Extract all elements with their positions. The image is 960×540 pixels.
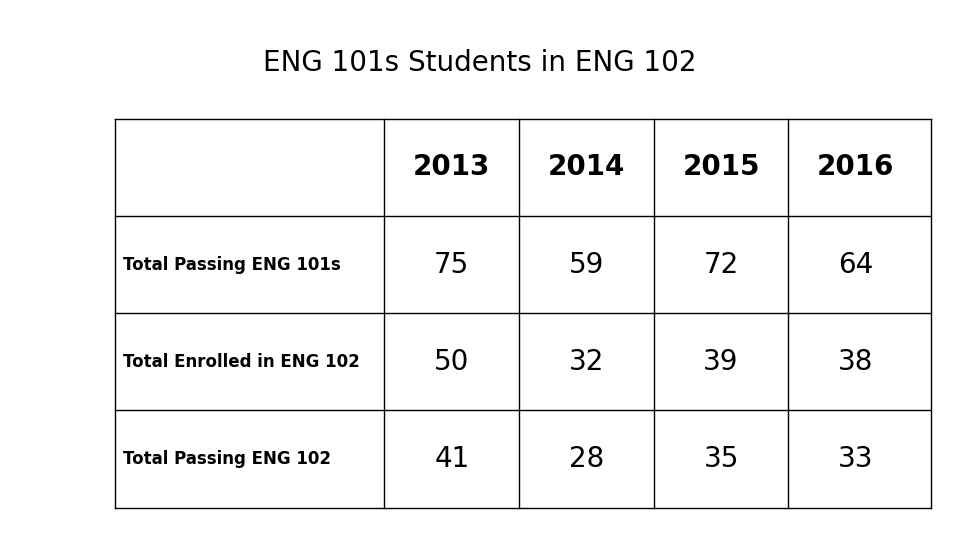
Text: 39: 39 [704, 348, 739, 376]
Text: Total Passing ENG 102: Total Passing ENG 102 [123, 450, 331, 468]
Text: 38: 38 [838, 348, 874, 376]
Text: 75: 75 [434, 251, 469, 279]
Text: 41: 41 [434, 445, 469, 473]
Text: 72: 72 [704, 251, 738, 279]
Text: 64: 64 [838, 251, 874, 279]
Text: 2015: 2015 [683, 153, 759, 181]
Text: 2016: 2016 [817, 153, 895, 181]
Text: 59: 59 [568, 251, 604, 279]
Text: 50: 50 [434, 348, 469, 376]
Text: 28: 28 [569, 445, 604, 473]
Text: Total Passing ENG 101s: Total Passing ENG 101s [123, 255, 341, 274]
Text: 2014: 2014 [548, 153, 625, 181]
Text: 2013: 2013 [413, 153, 491, 181]
Text: 35: 35 [704, 445, 739, 473]
Text: 33: 33 [838, 445, 874, 473]
Text: 32: 32 [568, 348, 604, 376]
Text: Total Enrolled in ENG 102: Total Enrolled in ENG 102 [123, 353, 360, 371]
Text: ENG 101s Students in ENG 102: ENG 101s Students in ENG 102 [263, 49, 697, 77]
